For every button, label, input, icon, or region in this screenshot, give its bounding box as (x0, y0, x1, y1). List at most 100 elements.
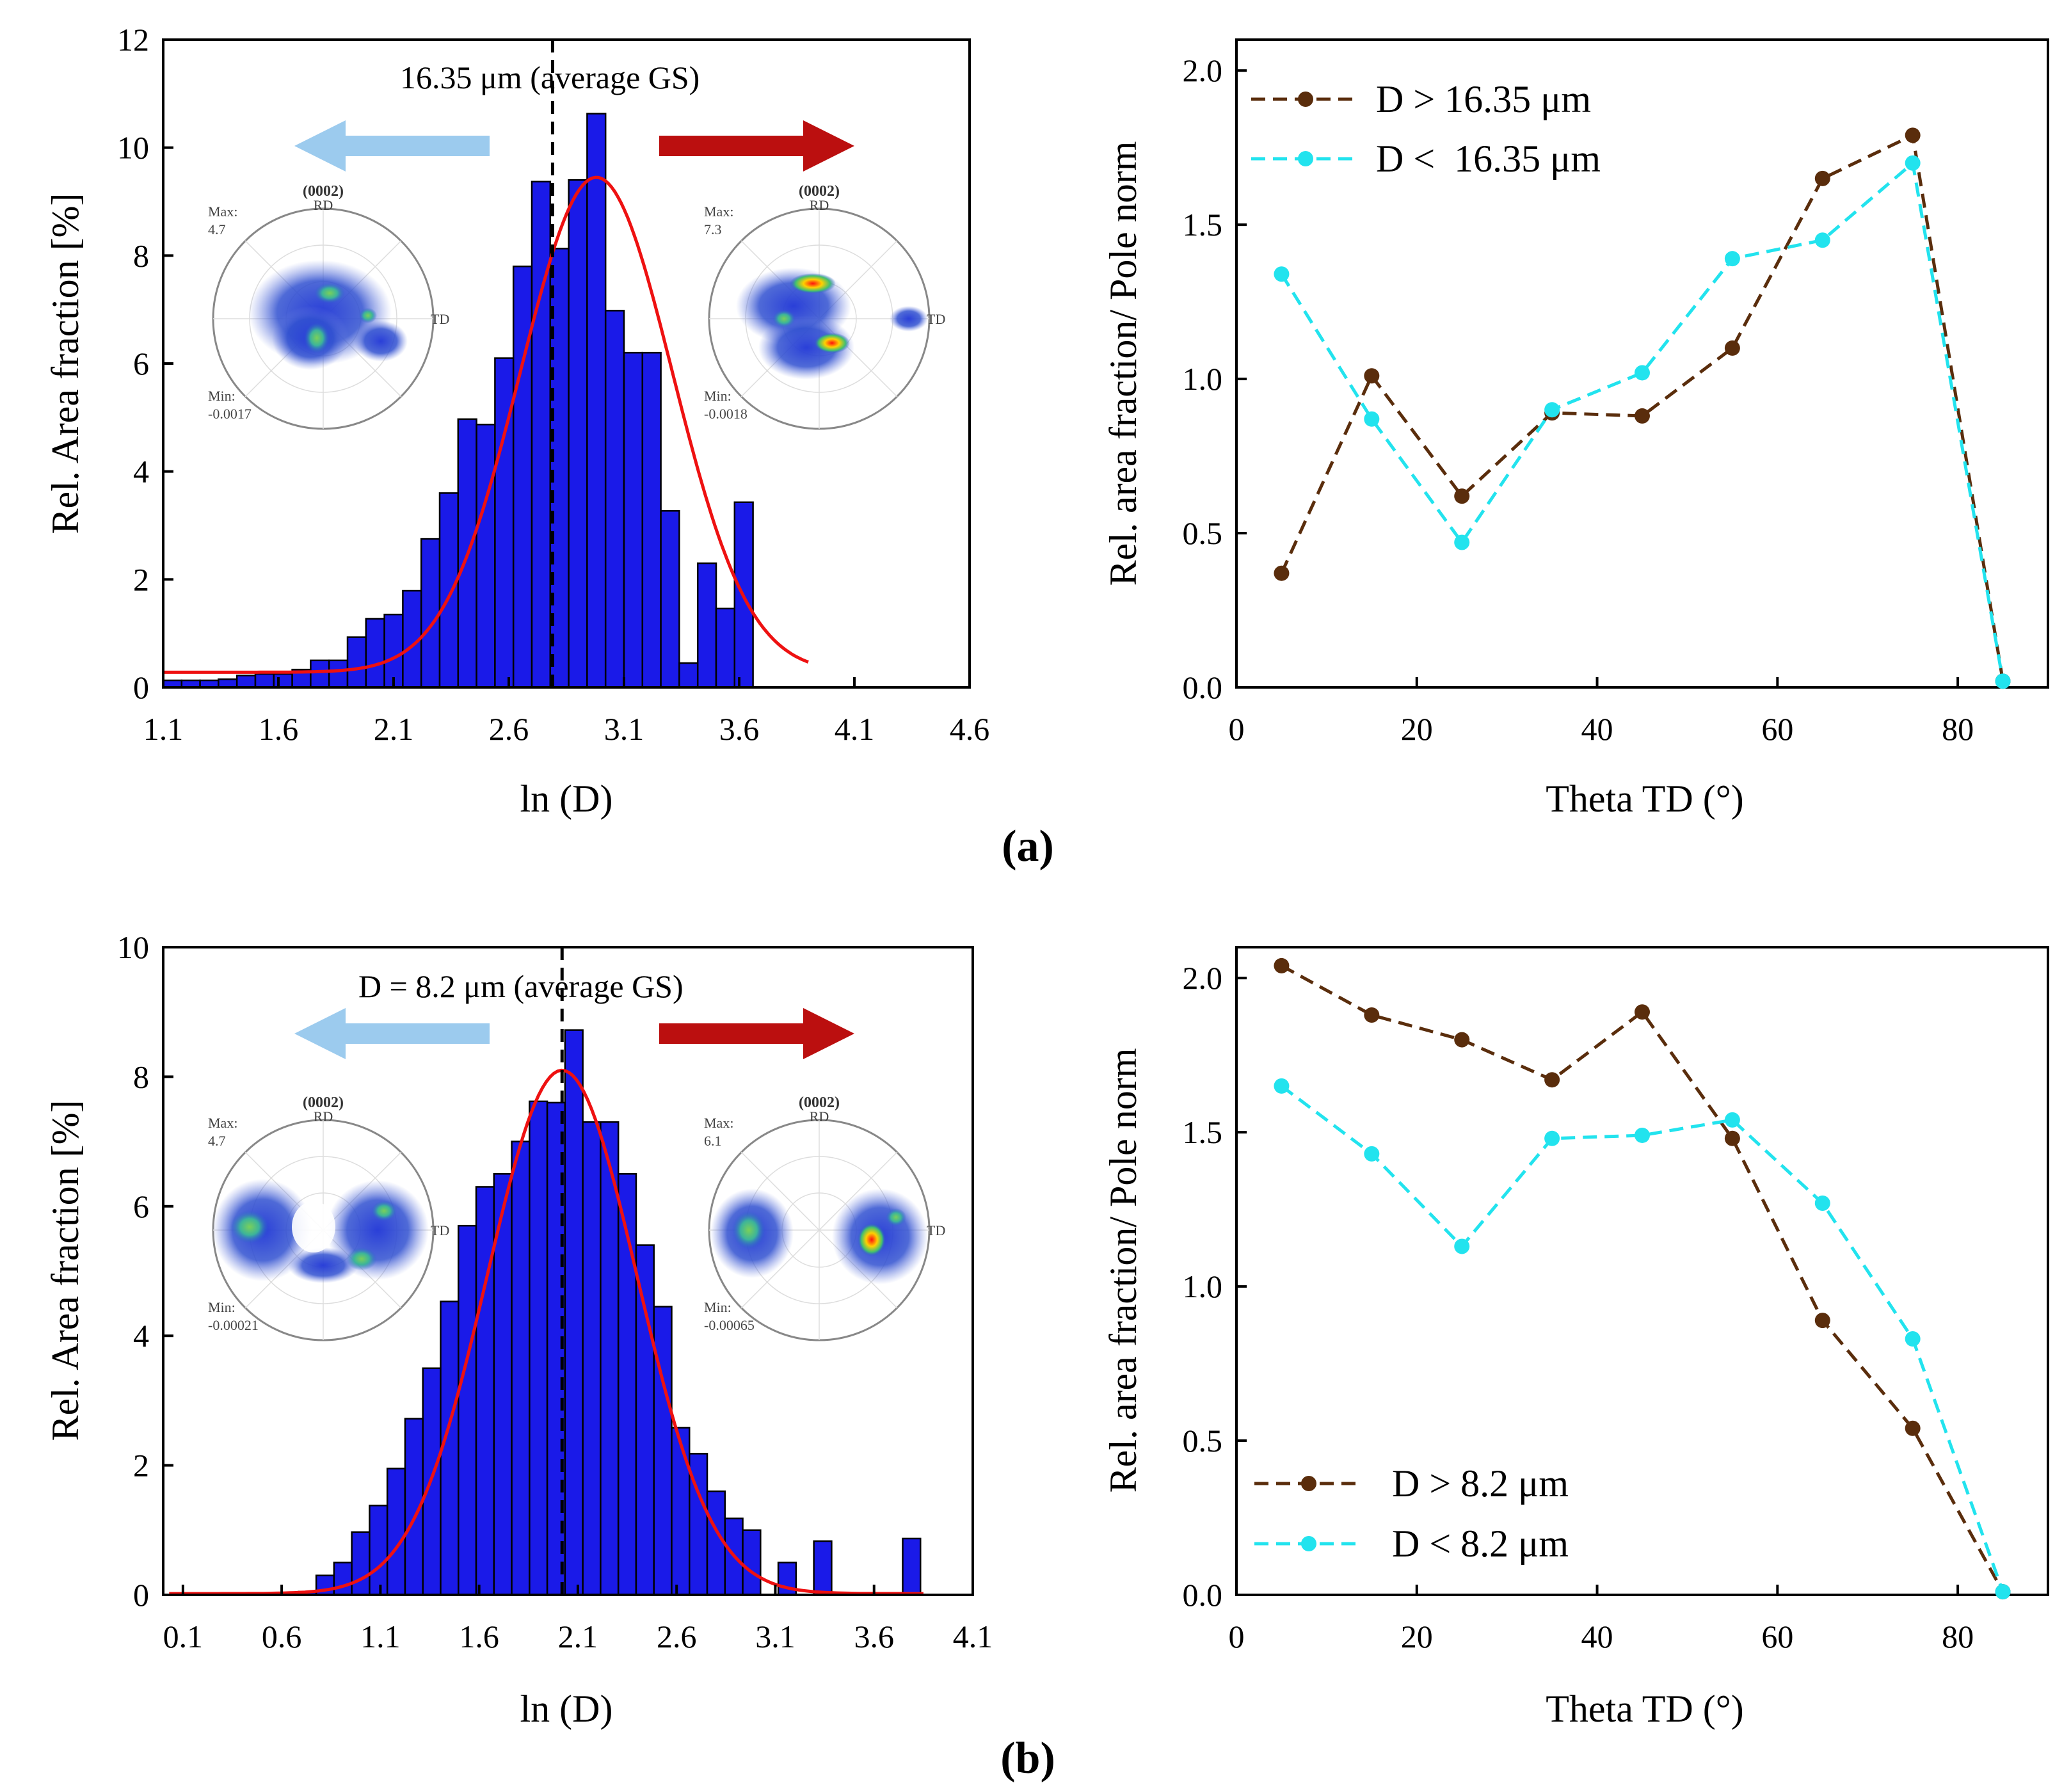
pole-figure-intensity (248, 260, 408, 370)
y-tick-label: 2 (133, 561, 149, 597)
histogram-bar (653, 1306, 673, 1596)
histogram-bar (420, 538, 441, 689)
x-tick-label: 3.6 (854, 1619, 894, 1654)
y-tick-label: 12 (117, 22, 149, 58)
pole-figure-rd: RD (314, 197, 333, 213)
line-chart-a: 0 20 40 60 80 0.0 0.5 1.0 1.5 2.0 Theta TD (°) R… (1102, 38, 2049, 820)
legend-b-small-label: D < 8.2 μm (1392, 1523, 1569, 1565)
y-tick-label: 8 (133, 237, 149, 273)
pole-figure-min-value: -0.00065 (704, 1317, 755, 1333)
x-tick-label: 2.1 (374, 711, 414, 747)
y-tick-label: 1.0 (1183, 1268, 1223, 1304)
y-tick-label: 4 (133, 1318, 149, 1354)
x-tick-label: 4.1 (953, 1619, 993, 1654)
line-chart-b-series (1274, 957, 2011, 1600)
line-chart-a-legend: D > 16.35 μm D < 16.35 μm (1251, 78, 1601, 180)
series-point-1 (1544, 402, 1560, 418)
histogram-b-x-ticks: 0.1 0.6 1.1 1.6 2.1 2.6 3.1 3.6 4.1 (163, 1585, 993, 1654)
x-tick-label: 80 (1942, 711, 1974, 747)
histogram-b-annotation: D = 8.2 μm (average GS) (358, 968, 684, 1004)
x-tick-label: 0.6 (262, 1619, 302, 1654)
histogram-a-x-label: ln (D) (520, 778, 613, 820)
y-tick-label: 0.5 (1183, 515, 1223, 551)
series-line-1 (1280, 160, 2005, 682)
histogram-a-x-ticks: 1.1 1.6 2.1 2.6 3.1 3.6 4.1 4.6 (143, 677, 989, 747)
pole-figure-rd: RD (810, 1108, 829, 1124)
pole-figure-min-label: Min: (704, 388, 732, 404)
y-tick-label: 6 (133, 346, 149, 381)
histogram-bar (351, 1531, 371, 1596)
pole-figure-max-label: Max: (208, 1115, 237, 1131)
histogram-b-y-label: Rel. Area fraction [%] (44, 1100, 86, 1441)
histogram-a-bars (162, 113, 754, 689)
histogram-bar (236, 675, 257, 689)
x-tick-label: 3.1 (755, 1619, 796, 1654)
histogram-a-y-ticks: 0 2 4 6 8 10 12 (117, 22, 173, 705)
x-tick-label: 1.6 (259, 711, 299, 747)
y-tick-label: 6 (133, 1188, 149, 1224)
histogram-bar (438, 492, 460, 689)
series-point-1 (1274, 1078, 1290, 1094)
histogram-bar (568, 179, 588, 689)
pole-figure-plane: (0002) (303, 1094, 344, 1111)
histogram-a-gaussian-fit (163, 175, 809, 674)
x-tick-label: 40 (1581, 1619, 1613, 1654)
pole-figure-max-value: 4.7 (208, 221, 226, 237)
x-tick-label: 3.1 (604, 711, 644, 747)
x-tick-label: 60 (1761, 711, 1793, 747)
histogram-b-x-label: ln (D) (520, 1688, 613, 1730)
histogram-bar (600, 1121, 620, 1596)
pole-figure-td: TD (431, 311, 449, 327)
histogram-bar (696, 562, 717, 689)
series-point-1 (1454, 534, 1470, 550)
series-point-0 (1814, 1313, 1830, 1329)
legend-a-large-label: D > 16.35 μm (1376, 78, 1591, 120)
legend-b-large-label: D > 8.2 μm (1392, 1462, 1569, 1505)
y-tick-label: 2.0 (1183, 960, 1223, 996)
pole-figure-intensity (212, 1179, 429, 1283)
histogram-bar (635, 1244, 655, 1596)
pole-figure-td: TD (927, 1222, 945, 1238)
series-point-0 (1364, 368, 1380, 384)
histogram-bar (346, 636, 367, 689)
y-tick-label: 10 (117, 929, 149, 965)
series-line-0 (1280, 132, 2005, 682)
histogram-bar (564, 1029, 584, 1596)
series-point-1 (1635, 1127, 1650, 1143)
line-chart-b-legend: D > 8.2 μm D < 8.2 μm (1254, 1462, 1569, 1565)
series-point-1 (1635, 365, 1650, 381)
series-point-0 (1454, 1032, 1470, 1048)
histogram-bar (328, 659, 349, 689)
series-point-0 (1905, 127, 1921, 143)
histogram-bar (742, 1529, 762, 1596)
arrow-right-a (659, 120, 854, 172)
histogram-bar (369, 1505, 388, 1596)
histogram-bar (475, 1186, 495, 1596)
pole-figure-min-value: -0.0018 (704, 406, 748, 422)
series-point-1 (1814, 232, 1830, 248)
histogram-bar (813, 1540, 833, 1596)
series-point-0 (1724, 1130, 1740, 1146)
histogram-b: 0.1 0.6 1.1 1.6 2.1 2.6 3.1 3.6 4.1 0 2 4 6 8 10 ln (… (44, 929, 993, 1730)
histogram-bar (641, 351, 662, 689)
histogram-bar (623, 351, 644, 689)
x-tick-label: 3.6 (719, 711, 760, 747)
series-point-1 (1364, 1146, 1380, 1162)
pole-figure-plane: (0002) (303, 183, 344, 200)
legend-a-large-marker (1298, 92, 1313, 107)
y-tick-label: 0.5 (1183, 1423, 1223, 1459)
pole-figure-min-value: -0.00021 (208, 1317, 259, 1333)
series-point-0 (1635, 408, 1650, 424)
histogram-bar (386, 1468, 406, 1596)
x-tick-label: 2.6 (657, 1619, 697, 1654)
x-tick-label: 1.6 (459, 1619, 499, 1654)
line-chart-b-x-ticks: 0 20 40 60 80 (1229, 1585, 1974, 1654)
histogram-bar (333, 1562, 353, 1596)
x-tick-label: 80 (1942, 1619, 1974, 1654)
pole-figure-max-label: Max: (704, 1115, 733, 1131)
histogram-a-annotation: 16.35 μm (average GS) (400, 60, 700, 95)
x-tick-label: 1.1 (143, 711, 184, 747)
histogram-bar (678, 662, 699, 689)
y-tick-label: 0.0 (1183, 669, 1223, 705)
series-line-1 (1280, 1084, 2004, 1593)
